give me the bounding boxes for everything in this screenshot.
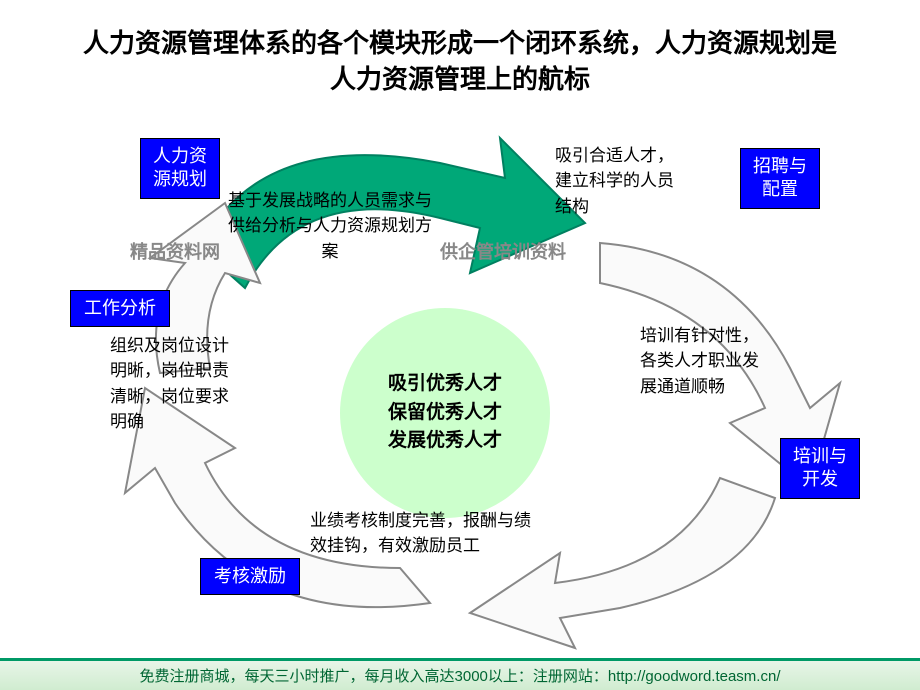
center-line3: 发展优秀人才 [388,427,502,456]
watermark-right: 供企管培训资料 [440,238,566,264]
cycle-diagram: 吸引优秀人才 保留优秀人才 发展优秀人才 人力资源规划 招聘与配置 培训与开发 … [0,108,920,638]
desc-job: 组织及岗位设计明晰，岗位职责清晰，岗位要求明确 [110,333,240,435]
module-recruit: 招聘与配置 [740,148,820,209]
watermark-left: 精品资料网 [130,238,220,264]
center-line2: 保留优秀人才 [388,399,502,428]
module-planning: 人力资源规划 [140,138,220,199]
desc-training: 培训有针对性，各类人才职业发展通道顺畅 [640,323,770,400]
center-line1: 吸引优秀人才 [388,370,502,399]
center-goal: 吸引优秀人才 保留优秀人才 发展优秀人才 [340,308,550,518]
module-training: 培训与开发 [780,438,860,499]
module-appraisal: 考核激励 [200,558,300,595]
footer: 免费注册商城，每天三小时推广，每月收入高达3000以上：注册网站：http://… [0,658,920,690]
module-jobanalysis: 工作分析 [70,290,170,327]
desc-planning: 基于发展战略的人员需求与供给分析与人力资源规划方案 [225,188,435,265]
desc-appraisal: 业绩考核制度完善，报酬与绩效挂钩，有效激励员工 [310,508,540,559]
page-title: 人力资源管理体系的各个模块形成一个闭环系统，人力资源规划是人力资源管理上的航标 [0,0,920,108]
desc-recruit: 吸引合适人才，建立科学的人员结构 [555,143,685,220]
